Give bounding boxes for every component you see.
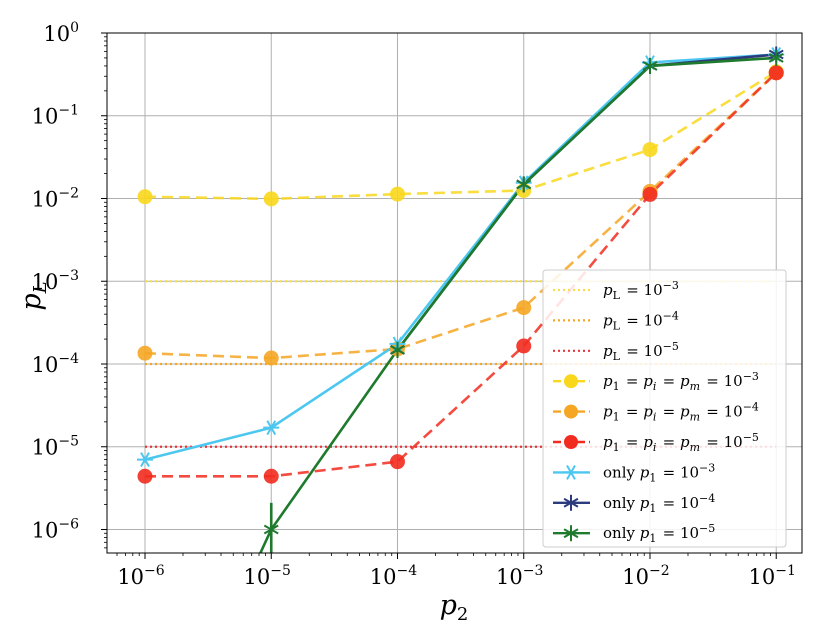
data-point-only-p-1-10-5	[642, 57, 658, 74]
legend-marker	[564, 435, 578, 449]
legend-label: only p1 = 10−3	[603, 461, 715, 484]
legend: pL = 10−3 pL = 10−4 pL = 10−5 p1 = pi = pm …	[542, 269, 787, 548]
y-tick-label: 100	[43, 20, 79, 46]
legend-marker	[564, 374, 578, 389]
data-point-p-1-p-i-p-m-10-5	[516, 338, 532, 354]
legend-box	[542, 269, 787, 548]
series-line-only-p-1-10-5	[258, 56, 777, 553]
data-point-only-p-1-10-3	[137, 452, 154, 467]
legend-label: p1 = pi = pm = 10−3	[603, 370, 759, 393]
data-point-only-p-1-10-5	[516, 176, 532, 193]
legend-label: pL = 10−5	[603, 340, 679, 363]
series-line-p-1-p-i-p-m-10-3	[144, 70, 777, 201]
y-tick-label: 10−2	[32, 185, 79, 211]
data-point-only-p-1-10-5	[768, 49, 784, 66]
legend-label: p1 = pi = pm = 10−5	[603, 431, 759, 454]
plot-frame	[106, 32, 803, 554]
data-point-p-1-p-i-p-m-10-5	[137, 468, 153, 484]
data-point-p-1-p-i-p-m-10-4	[516, 300, 532, 316]
data-point-p-1-p-i-p-m-10-3	[642, 142, 658, 158]
legend-label: pL = 10−3	[603, 279, 679, 302]
legend-entry-only-p-1-10-4: only p1 = 10−4	[553, 492, 715, 515]
legend-label: only p1 = 10−5	[603, 522, 715, 545]
legend-marker	[563, 494, 579, 511]
legend-entry-p-1-p-i-p-m-10-3: p1 = pi = pm = 10−3	[553, 370, 759, 393]
data-point-p-1-p-i-p-m-10-5	[642, 186, 658, 202]
legend-label: pL = 10−4	[603, 309, 679, 332]
x-axis-label-sub: 2	[457, 604, 468, 625]
legend-entry-p-l-10-5: pL = 10−5	[553, 340, 679, 363]
y-tick-label: 10−5	[32, 434, 79, 460]
legend-entry-p-1-p-i-p-m-10-5: p1 = pi = pm = 10−5	[553, 431, 759, 454]
data-point-p-1-p-i-p-m-10-4	[263, 350, 279, 366]
x-tick-label: 10−2	[622, 563, 669, 589]
legend-label: only p1 = 10−4	[603, 492, 715, 515]
y-tick-label: 10−1	[32, 103, 79, 129]
data-point-p-1-p-i-p-m-10-5	[389, 454, 405, 470]
x-axis-label-main: p	[440, 590, 457, 621]
data-point-p-1-p-i-p-m-10-5	[263, 468, 279, 484]
data-point-p-1-p-i-p-m-10-5	[768, 65, 784, 81]
y-tick-label: 10−6	[32, 516, 79, 542]
series-markers	[137, 46, 785, 553]
series-line-only-p-1-10-3	[144, 53, 777, 461]
data-point-p-1-p-i-p-m-10-3	[389, 186, 405, 202]
data-point-p-1-p-i-p-m-10-4	[137, 345, 153, 361]
legend-marker	[563, 464, 579, 480]
series-lines	[144, 53, 778, 553]
legend-marker	[563, 525, 579, 542]
legend-entry-only-p-1-10-5: only p1 = 10−5	[553, 522, 715, 545]
x-tick-label: 10−6	[117, 563, 164, 589]
legend-entry-only-p-1-10-3: only p1 = 10−3	[553, 461, 715, 484]
series-line-p-1-p-i-p-m-10-5	[145, 71, 778, 478]
legend-marker	[564, 404, 578, 419]
x-tick-label: 10−4	[370, 563, 417, 589]
series-line-p-1-p-i-p-m-10-4	[144, 71, 778, 360]
y-tick-label: 10−4	[32, 351, 79, 377]
y-axis-label-sub: L	[30, 281, 51, 294]
legend-entry-p-l-10-4: pL = 10−4	[553, 309, 679, 332]
data-point-p-1-p-i-p-m-10-3	[137, 189, 153, 205]
x-axis: 10−6 10−5 10−4 10−3 10−2 10−1	[116, 553, 796, 589]
legend-entry-p-l-10-3: pL = 10−3	[553, 279, 679, 302]
x-tick-label: 10−3	[496, 563, 543, 589]
x-tick-label: 10−5	[244, 563, 291, 589]
y-axis-label-main: p	[16, 293, 47, 310]
data-point-only-p-1-10-5	[390, 341, 405, 358]
legend-label: p1 = pi = pm = 10−4	[603, 401, 759, 424]
x-axis-label: p2	[440, 590, 469, 625]
x-tick-label: 10−1	[749, 563, 796, 589]
legend-entry-p-1-p-i-p-m-10-4: p1 = pi = pm = 10−4	[553, 401, 759, 424]
data-point-p-1-p-i-p-m-10-3	[263, 191, 279, 207]
data-point-only-p-1-10-3	[263, 420, 280, 436]
y-axis-label: pL	[16, 281, 51, 310]
